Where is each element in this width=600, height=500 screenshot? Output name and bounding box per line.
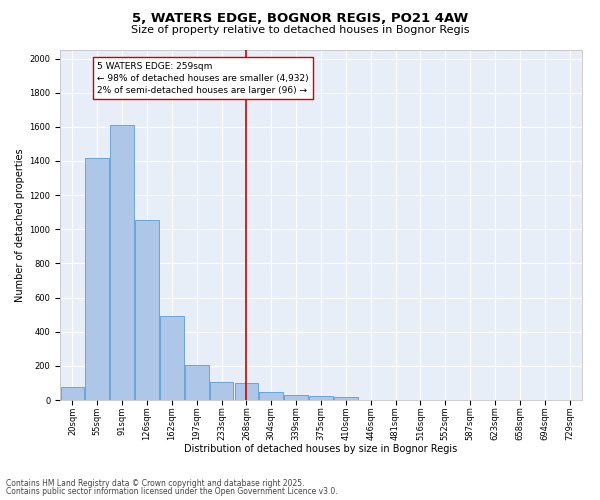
Bar (284, 395, 308, 400)
X-axis label: Distribution of detached houses by size in Bognor Regis: Distribution of detached houses by size … (184, 444, 458, 454)
Text: Contains public sector information licensed under the Open Government Licence v3: Contains public sector information licen… (6, 487, 338, 496)
Text: Size of property relative to detached houses in Bognor Regis: Size of property relative to detached ho… (131, 25, 469, 35)
Bar (110, 125, 134, 400)
Bar (85, 158, 109, 400)
Text: 5 WATERS EDGE: 259sqm
← 98% of detached houses are smaller (4,932)
2% of semi-de: 5 WATERS EDGE: 259sqm ← 98% of detached … (97, 62, 309, 94)
Bar (235, 383, 258, 400)
Y-axis label: Number of detached properties: Number of detached properties (15, 148, 25, 302)
Bar (160, 316, 184, 400)
Bar (334, 396, 358, 400)
Bar (309, 396, 333, 400)
Bar (210, 382, 233, 400)
Bar (185, 365, 209, 400)
Bar (61, 387, 84, 400)
Bar (259, 392, 283, 400)
Text: 5, WATERS EDGE, BOGNOR REGIS, PO21 4AW: 5, WATERS EDGE, BOGNOR REGIS, PO21 4AW (132, 12, 468, 26)
Bar (135, 220, 159, 400)
Text: Contains HM Land Registry data © Crown copyright and database right 2025.: Contains HM Land Registry data © Crown c… (6, 478, 305, 488)
